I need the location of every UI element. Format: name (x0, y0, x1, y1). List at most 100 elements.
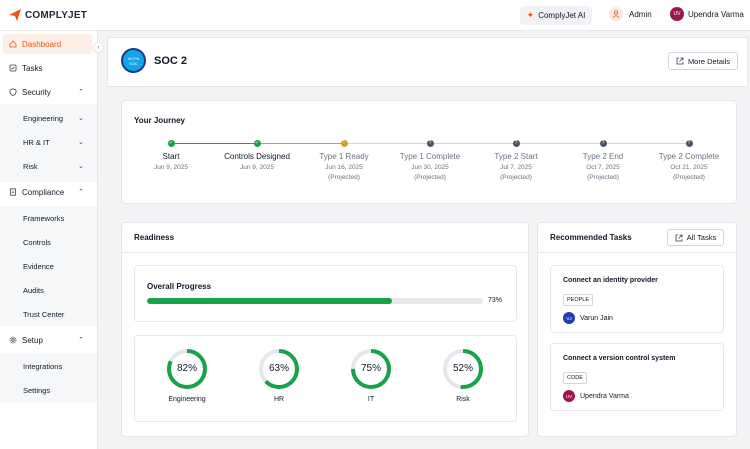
chevron-down-icon: ⌄ (78, 163, 84, 170)
divider (122, 252, 528, 253)
sidebar-item-controls[interactable]: Controls (23, 238, 51, 247)
top-bar: COMPLYJET ✦ ComplyJet AI Admin UV Upendr… (0, 0, 750, 31)
stage-date: Jun 16, 2025 (325, 164, 363, 171)
sidebar-item-setup[interactable]: Setup ⌃ (3, 330, 92, 350)
user-icon (609, 7, 623, 21)
gauge-ring (351, 349, 391, 389)
home-icon (8, 40, 17, 49)
stage-projected: (Projected) (414, 174, 446, 181)
journey-stage: ✓ Start Jun 9, 2025 (126, 140, 216, 171)
brand-logo[interactable]: COMPLYJET (9, 9, 87, 21)
sidebar-item-label: Security (22, 87, 51, 97)
admin-menu[interactable]: Admin (609, 7, 652, 21)
document-icon (8, 188, 17, 197)
task-title: Connect an identity provider (563, 277, 658, 284)
sidebar-item-risk[interactable]: Risk ⌄ (23, 162, 84, 171)
avatar: UV (563, 390, 575, 402)
sidebar-item-compliance[interactable]: Compliance ⌃ (3, 182, 92, 202)
stage-name: Type 2 End (582, 152, 624, 161)
overall-progress-panel (134, 265, 517, 322)
gauge-value: 82% (176, 363, 197, 374)
gauge-risk: 52% Risk (433, 347, 493, 403)
question-icon: ? (599, 140, 607, 147)
chevron-up-icon: ⌃ (78, 189, 84, 196)
task-assignee: UV Upendra Varma (563, 390, 629, 402)
more-details-button[interactable]: More Details (668, 52, 738, 70)
sidebar-item-label: Engineering (23, 114, 64, 123)
external-link-icon (676, 57, 684, 65)
readiness-title: Readiness (134, 233, 175, 242)
sidebar-item-tasks[interactable]: Tasks (3, 58, 92, 78)
pending-icon: ! (340, 140, 348, 147)
tasks-icon (8, 64, 17, 73)
paper-plane-icon (9, 9, 21, 21)
task-card[interactable]: Connect a version control system CODE UV… (550, 343, 724, 411)
sidebar-item-integrations[interactable]: Integrations (23, 362, 62, 371)
task-tag: CODE (563, 372, 587, 384)
divider (538, 252, 736, 253)
sidebar-item-hr-it[interactable]: HR & IT ⌄ (23, 138, 84, 147)
sidebar-item-label: HR & IT (23, 138, 50, 147)
user-menu[interactable]: UV Upendra Varma (670, 7, 744, 21)
assignee-name: Varun Jain (580, 314, 613, 322)
journey-stage: ✓ Controls Designed Jun 9, 2025 (212, 140, 302, 171)
sparkle-icon: ✦ (526, 10, 535, 20)
stage-date: Oct 21, 2025 (670, 164, 708, 171)
sidebar-item-dashboard[interactable]: Dashboard (3, 34, 92, 54)
all-tasks-button[interactable]: All Tasks (667, 229, 724, 246)
admin-label: Admin (629, 9, 652, 19)
gauge-label: Risk (456, 396, 470, 403)
stage-date: Jun 30, 2025 (411, 164, 449, 171)
setup-submenu (0, 353, 97, 403)
assignee-name: Upendra Varma (580, 392, 629, 400)
stage-name: Type 1 Complete (399, 152, 461, 161)
gauge-value: 63% (268, 363, 289, 374)
sidebar-item-frameworks[interactable]: Frameworks (23, 214, 64, 223)
sidebar-item-evidence[interactable]: Evidence (23, 262, 54, 271)
sidebar-item-trust-center[interactable]: Trust Center (23, 310, 64, 319)
stage-projected: (Projected) (587, 174, 619, 181)
gauge-engineering: 82% Engineering (157, 347, 217, 403)
page-title: SOC 2 (154, 55, 188, 67)
sidebar-item-label: Dashboard (22, 39, 62, 49)
stage-date: Oct 7, 2025 (586, 164, 620, 171)
journey-stage: ? Type 2 Complete Oct 21, 2025 (Projecte… (644, 140, 734, 181)
sidebar-item-label: Evidence (23, 262, 54, 271)
framework-header (107, 37, 748, 87)
sidebar-item-audits[interactable]: Audits (23, 286, 44, 295)
question-icon: ? (512, 140, 520, 147)
journey-segment-done (171, 143, 257, 144)
sidebar-item-label: Audits (23, 286, 44, 295)
sidebar-item-engineering[interactable]: Engineering ⌄ (23, 114, 84, 123)
task-title: Connect a version control system (563, 355, 676, 362)
overall-progress-label: Overall Progress (147, 282, 212, 291)
stage-name: Type 1 Ready (319, 152, 369, 161)
collapse-sidebar-button[interactable]: ‹ (93, 42, 104, 53)
journey-segment-current (257, 143, 344, 144)
overall-progress-bar (147, 298, 483, 304)
task-tag: PEOPLE (563, 294, 594, 306)
chevron-up-icon: ⌃ (78, 89, 84, 96)
complyjet-ai-button[interactable]: ✦ ComplyJet AI (520, 6, 592, 25)
sidebar-item-label: Integrations (23, 362, 63, 371)
overall-progress-value: 73% (488, 297, 503, 304)
stage-date: Jun 9, 2025 (240, 164, 274, 171)
gauge-label: HR (273, 396, 285, 403)
stage-date: Jun 9, 2025 (154, 164, 188, 171)
stage-projected: (Projected) (500, 174, 532, 181)
sidebar-item-label: Frameworks (23, 214, 65, 223)
sidebar-item-label: Trust Center (23, 310, 65, 319)
sidebar-item-label: Compliance (22, 187, 65, 197)
task-card[interactable]: Connect an identity provider PEOPLE VJ V… (550, 265, 724, 333)
sidebar-item-settings[interactable]: Settings (23, 386, 50, 395)
more-details-label: More Details (687, 56, 731, 66)
sidebar-item-label: Setup (22, 335, 43, 345)
security-submenu (0, 104, 97, 182)
recommended-tasks-title: Recommended Tasks (550, 233, 632, 242)
avatar: UV (670, 7, 684, 21)
sidebar-item-security[interactable]: Security ⌃ (3, 82, 92, 102)
brand-name: COMPLYJET (25, 9, 88, 21)
all-tasks-label: All Tasks (686, 233, 717, 242)
stage-date: Jul 7, 2025 (500, 164, 532, 171)
sidebar-item-label: Controls (23, 238, 51, 247)
